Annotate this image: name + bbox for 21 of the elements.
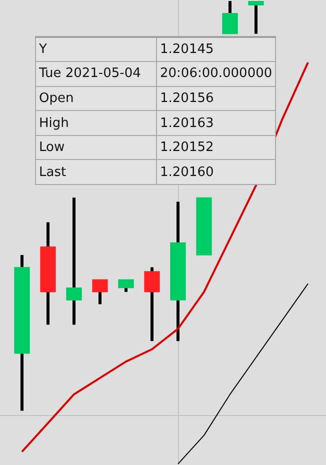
candlestick: [40, 222, 56, 325]
annotation: Low: [36, 135, 156, 160]
annotation: Last: [36, 160, 156, 184]
candlestick: [66, 198, 82, 325]
candlestick: [196, 197, 212, 256]
annotation: Open: [36, 86, 156, 111]
annotation: 1.20156: [156, 86, 276, 111]
annotation: 20:06:00.000000: [156, 62, 276, 86]
annotation: 1.20152: [156, 135, 276, 160]
annotation: Y: [36, 37, 156, 62]
candlestick: [222, 1, 238, 34]
candlestick: [170, 202, 186, 342]
candlestick: [92, 279, 108, 304]
annotation: High: [36, 110, 156, 136]
annotation: Tue 2021-05-04: [36, 62, 156, 86]
annotation: 1.20145: [156, 37, 276, 62]
annotation: 1.20160: [156, 160, 276, 184]
annotation: 1.20163: [156, 110, 276, 136]
candlestick: [14, 255, 30, 411]
candlestick: [118, 279, 134, 292]
candlestick: [248, 1, 264, 34]
